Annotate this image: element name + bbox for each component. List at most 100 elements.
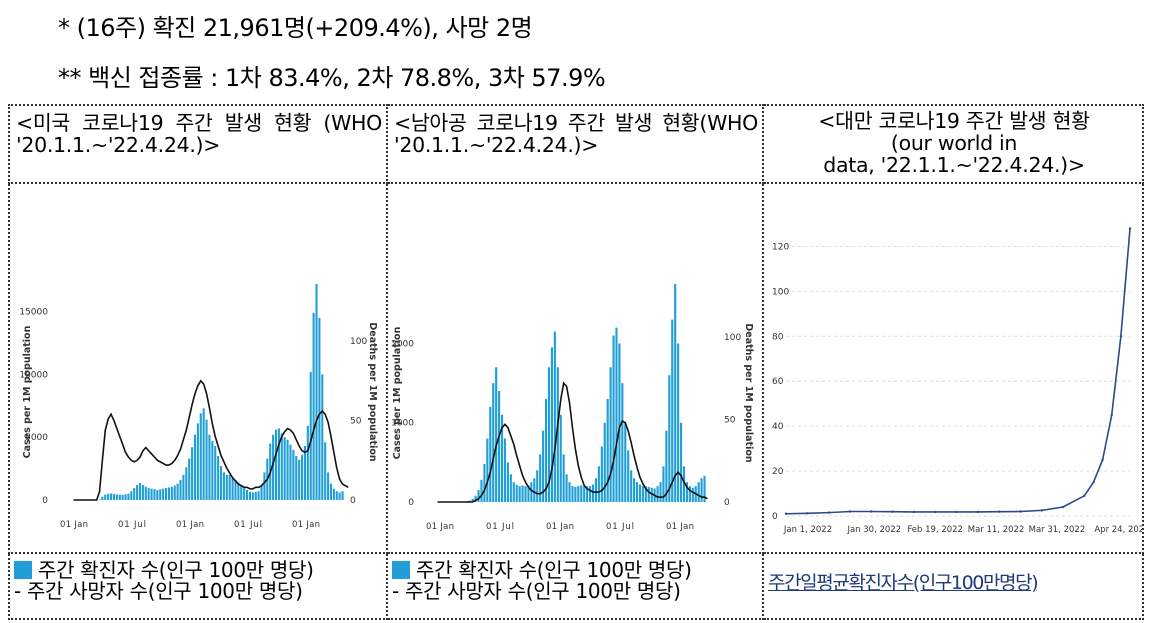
cases-bar: [246, 489, 249, 500]
data-point: [870, 510, 873, 513]
cases-bar: [647, 486, 650, 502]
x-tick-label: Mar 31, 2022: [1029, 525, 1086, 535]
y-tick-label: 15000: [19, 308, 48, 318]
legend-cell-taiwan: 주간일평균확진자수(인구100만명당): [762, 552, 1144, 620]
cases-bar: [512, 482, 515, 502]
cases-bar: [208, 434, 211, 500]
chart-usa: 0 5000 10000 15000 0 50 100 01 Jan 01 Jul 01 Jan 0…: [19, 284, 378, 530]
cases-bar: [633, 478, 636, 502]
cases-bar: [335, 491, 338, 500]
data-point: [976, 510, 979, 514]
y2-axis-title: Deaths per 1M population: [743, 323, 754, 462]
cases-bar: [176, 483, 179, 500]
deaths-line: [437, 381, 708, 503]
cases-bar: [312, 312, 315, 500]
cases-bar: [147, 488, 150, 500]
cases-bar: [138, 483, 142, 500]
cases-bar: [553, 331, 556, 502]
cases-bar: [338, 492, 341, 500]
cases-bar: [638, 484, 642, 502]
cases-bar: [594, 478, 598, 502]
data-point: [1110, 413, 1113, 417]
cases-bar: [544, 398, 548, 502]
cases-bar: [486, 438, 489, 502]
cases-bar: [165, 488, 168, 500]
cases-bar: [677, 343, 680, 502]
cases-bar: [580, 485, 583, 502]
cases-bar: [263, 472, 266, 500]
data-point: [933, 510, 937, 514]
legend-bar-swatch: [14, 561, 32, 579]
cases-bar: [483, 463, 486, 502]
cases-bar: [173, 485, 176, 500]
cases-bar: [477, 490, 480, 502]
legend-usa: 주간 확진자 수(인구 100만 명당) - 주간 사망자 수(인구 100만 …: [11, 555, 385, 603]
x-tick-label: Mar 11, 2022: [968, 525, 1025, 535]
cases-bar: [280, 433, 283, 500]
cases-bar: [318, 317, 321, 500]
x-tick-label: 01 Jan: [546, 522, 574, 532]
cases-bar: [156, 489, 159, 500]
cases-bar: [627, 450, 630, 502]
cases-bar: [260, 486, 263, 500]
cases-bar: [506, 462, 509, 502]
cases-bar: [530, 482, 533, 502]
data-point: [1092, 481, 1095, 484]
cases-bar: [107, 493, 110, 500]
cases-bar: [243, 487, 246, 500]
cases-bar: [121, 494, 124, 500]
cases-bar: [240, 484, 243, 500]
y2-tick-label: 50: [350, 417, 362, 427]
cases-bar: [324, 442, 327, 500]
x-tick-label: Feb 19, 2022: [907, 525, 963, 535]
cases-bar: [606, 398, 609, 502]
cases-bar: [542, 430, 545, 502]
x-tick-label: 01 Jan: [176, 520, 204, 530]
y-tick-label: 100: [772, 287, 789, 297]
cases-bar: [251, 492, 254, 500]
deaths-line: [73, 379, 349, 501]
cases-bar: [274, 429, 278, 500]
cases-bar: [521, 485, 524, 502]
cases-bar: [179, 479, 182, 500]
cases-bar: [141, 484, 144, 500]
cases-bar: [559, 414, 562, 502]
chart-cell-south-africa: 0 1000 2000 0 50 100 01 Jan 01 Jul 01 Jan 01 Jul 0…: [386, 182, 764, 554]
cases-bar: [185, 467, 188, 500]
cases-bar: [536, 470, 539, 502]
cases-bar: [471, 498, 474, 502]
cases-line: [785, 228, 1131, 515]
cases-bar: [583, 486, 586, 502]
legend-line-label: - 주간 사망자 수(인구 100만 명당): [14, 579, 303, 603]
cases-bar: [118, 494, 121, 500]
cases-bar: [315, 284, 318, 500]
cases-bar: [600, 446, 603, 502]
y-tick-label: 1000: [391, 419, 414, 429]
legend-taiwan-line-label: 주간일평균확진자수(인구100만명당): [768, 572, 1039, 594]
cases-bar: [234, 479, 237, 500]
cases-bar: [547, 367, 551, 502]
cases-bar: [565, 474, 568, 502]
cases-bar: [524, 486, 527, 502]
cases-bar: [309, 371, 312, 500]
cases-bar: [679, 422, 683, 502]
cases-bar: [603, 422, 606, 502]
cases-bar: [492, 383, 495, 502]
cases-bar: [202, 408, 205, 500]
cases-bar: [498, 391, 501, 502]
cases-bar: [159, 489, 162, 500]
cases-bar: [301, 454, 304, 500]
cases-bar: [556, 367, 559, 502]
cases-bar: [503, 438, 507, 502]
legend-bar-label: 주간 확진자 수(인구 100만 명당): [38, 558, 314, 582]
cases-bar: [697, 482, 700, 502]
cases-bar: [211, 440, 214, 500]
x-tick-label: 01 Jan: [426, 522, 454, 532]
x-tick-label: Apr 24, 2022: [1094, 525, 1142, 535]
y2-tick-label: 100: [350, 337, 367, 347]
x-tick-label: 01 Jan: [60, 520, 88, 530]
title-taiwan-line2: (our world in: [890, 131, 1018, 155]
cases-bar: [298, 459, 301, 500]
cases-bar: [509, 474, 512, 502]
cases-bar: [115, 494, 118, 500]
